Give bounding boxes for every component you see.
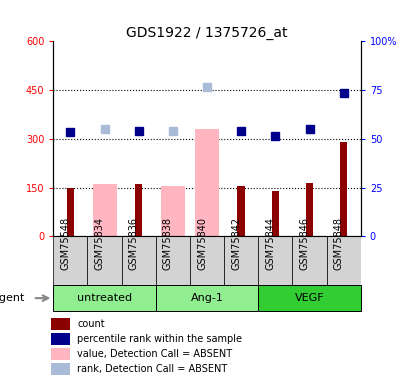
Bar [160,186,184,236]
Bar [195,129,218,236]
Bar [155,285,258,311]
Bar [51,348,70,360]
Text: GSM75842: GSM75842 [231,217,240,270]
Bar [258,236,292,285]
Text: GSM75846: GSM75846 [299,217,309,270]
Text: GSM75834: GSM75834 [94,217,104,270]
Text: GSM75840: GSM75840 [197,217,207,270]
Text: GSM75838: GSM75838 [162,217,173,270]
Bar [224,236,258,285]
Bar [51,318,70,330]
Bar [339,142,346,236]
Text: percentile rank within the sample: percentile rank within the sample [77,334,241,344]
Bar [271,191,279,236]
Text: GSM75848: GSM75848 [333,217,343,270]
Bar [305,183,312,236]
Bar [258,285,360,311]
Bar [51,333,70,345]
Bar [121,236,155,285]
Bar [53,236,87,285]
Text: agent: agent [0,293,25,303]
Bar [155,236,189,285]
Text: value, Detection Call = ABSENT: value, Detection Call = ABSENT [77,349,231,359]
Bar [189,236,224,285]
Text: GSM75548: GSM75548 [60,217,70,270]
Text: rank, Detection Call = ABSENT: rank, Detection Call = ABSENT [77,364,227,374]
Bar [87,236,121,285]
Bar [92,184,116,236]
Text: Ang-1: Ang-1 [190,293,223,303]
Bar [237,186,244,236]
Bar [292,236,326,285]
Title: GDS1922 / 1375726_at: GDS1922 / 1375726_at [126,26,287,40]
Bar [135,184,142,236]
Text: VEGF: VEGF [294,293,324,303]
Text: GSM75844: GSM75844 [265,217,275,270]
Bar [53,285,155,311]
Text: GSM75836: GSM75836 [128,217,138,270]
Bar [67,188,74,236]
Bar [51,363,70,375]
Text: untreated: untreated [77,293,132,303]
Text: count: count [77,319,104,329]
Bar [326,236,360,285]
